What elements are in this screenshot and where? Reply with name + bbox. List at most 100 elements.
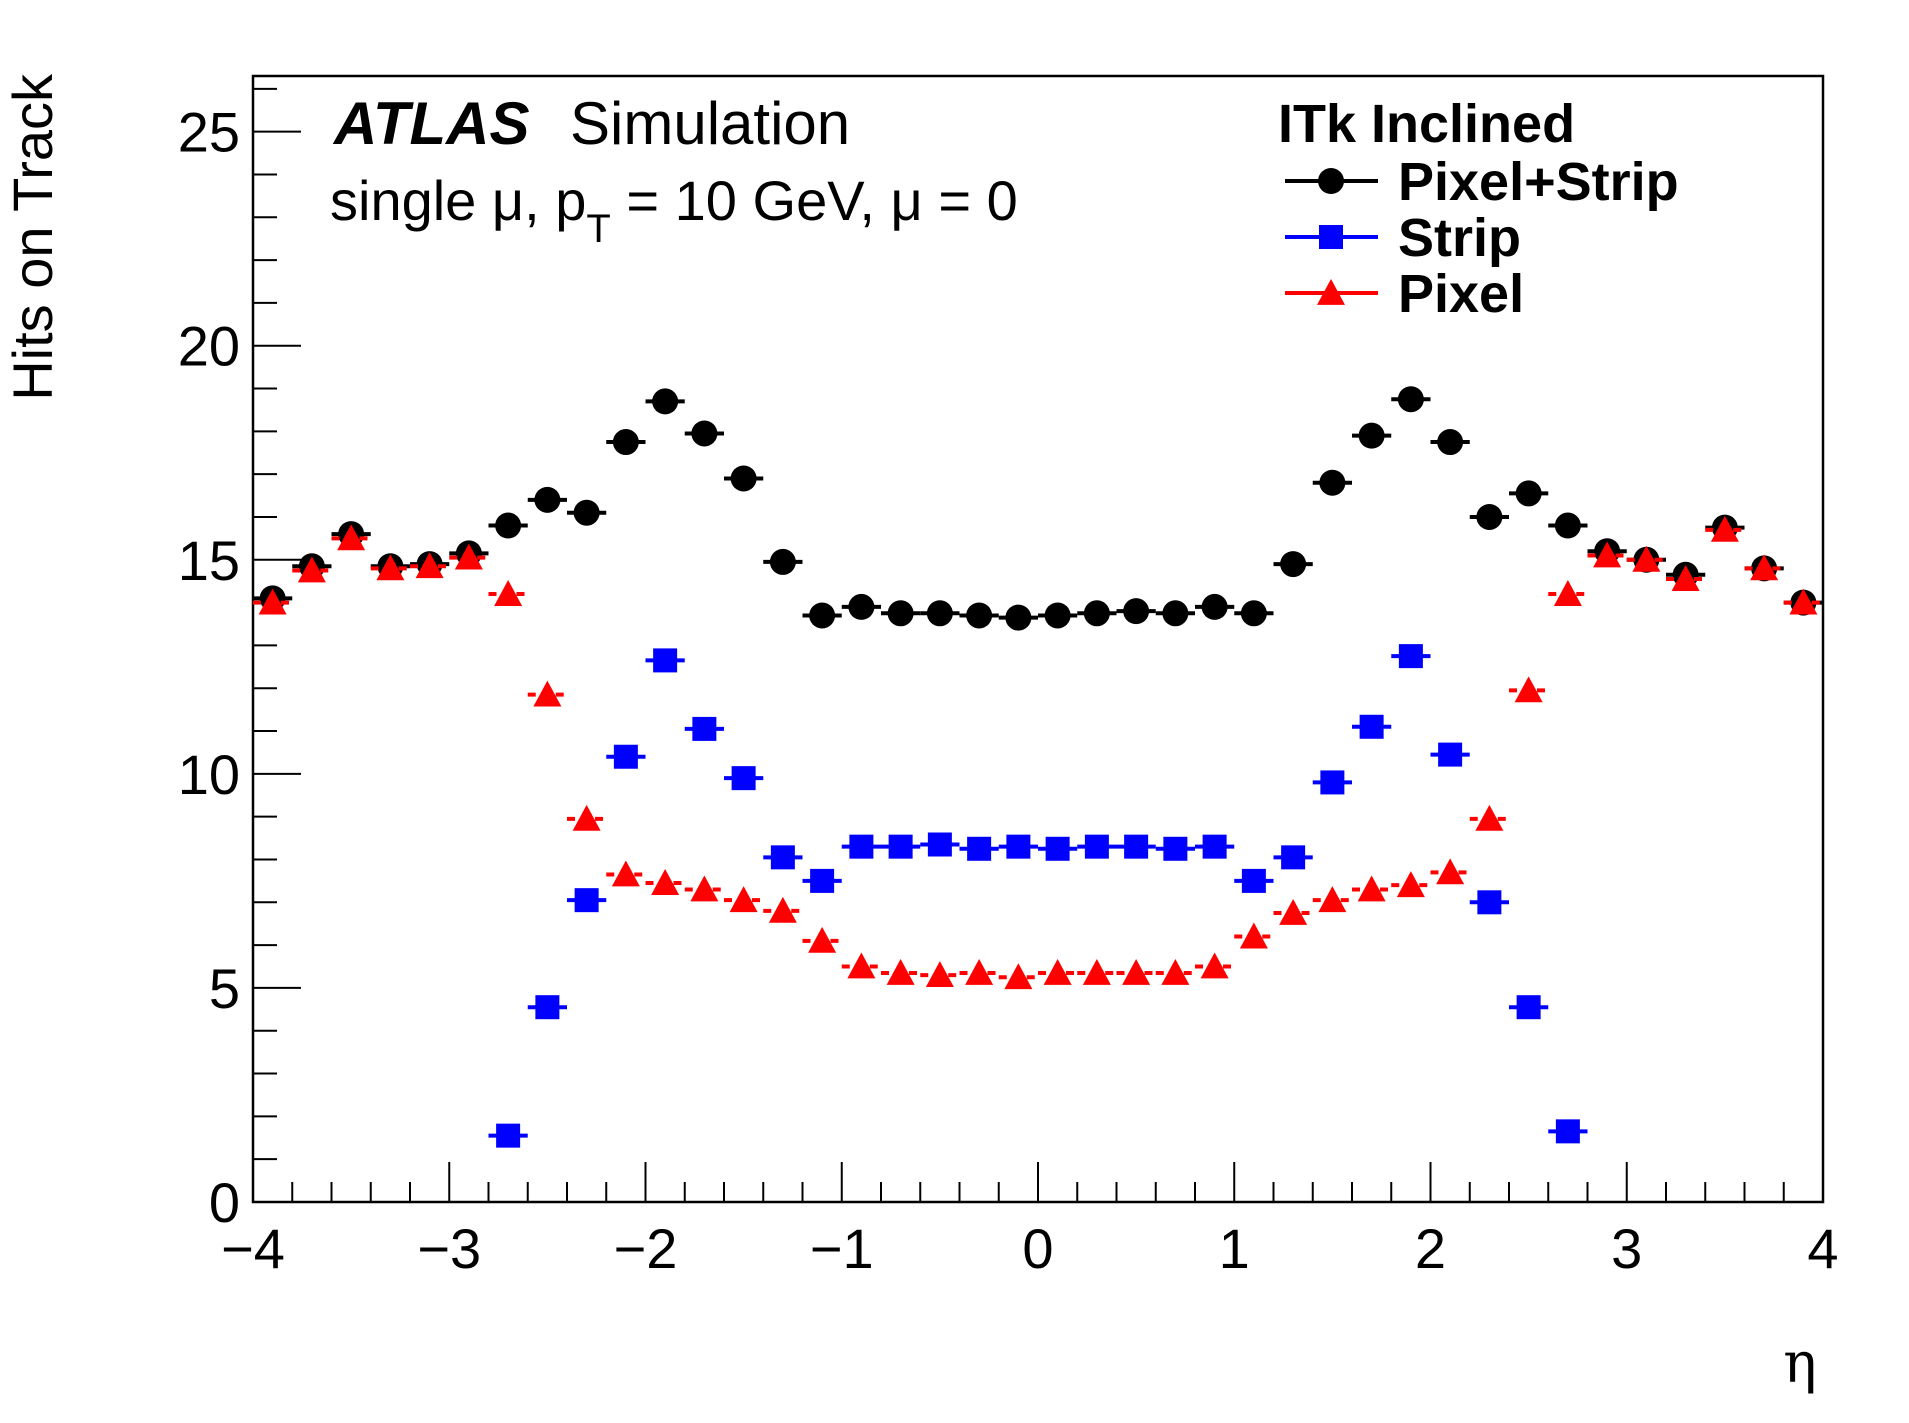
axis-tick-labels: −4 −3 −2 −1 0 1 2 3 4 0 5 10 15 20 25 [178, 101, 1839, 1280]
y-tick-label: 15 [178, 529, 240, 592]
condition-text: single μ, pT = 10 GeV, μ = 0 [330, 169, 1018, 251]
data-point [1084, 834, 1109, 859]
data-point [1200, 952, 1229, 979]
data-point [495, 512, 522, 539]
data-point [1632, 545, 1661, 572]
data-point [258, 588, 287, 615]
condition-suffix: = 10 GeV, μ = 0 [611, 169, 1018, 232]
data-point [1438, 742, 1463, 767]
data-point [1436, 858, 1465, 885]
data-point [1202, 834, 1227, 859]
legend-marker [1318, 168, 1344, 194]
y-tick-label: 0 [209, 1171, 240, 1234]
data-point [1122, 958, 1151, 985]
data-point [1359, 714, 1384, 739]
data-point [967, 836, 992, 861]
x-axis-title: η [1783, 1331, 1817, 1396]
data-point [1045, 836, 1070, 861]
data-series [253, 386, 1823, 1148]
data-point [1319, 469, 1346, 496]
data-point [415, 552, 444, 579]
data-point [808, 926, 837, 953]
data-point [653, 648, 678, 673]
data-point [1398, 644, 1423, 669]
condition-prefix: single μ, p [330, 169, 586, 232]
legend-item: Strip [1285, 208, 1521, 268]
data-point [572, 804, 601, 831]
data-point [1593, 541, 1622, 568]
data-point [612, 429, 639, 456]
data-point [729, 886, 758, 913]
data-point [1239, 922, 1268, 949]
data-point [730, 465, 757, 492]
x-tick-label: 4 [1807, 1217, 1838, 1280]
data-point [965, 958, 994, 985]
data-point [1006, 834, 1031, 859]
x-tick-label: −4 [221, 1217, 285, 1280]
data-point [533, 680, 562, 707]
legend-label: Pixel [1398, 264, 1524, 324]
data-point [1281, 845, 1306, 870]
legend-label: Pixel+Strip [1398, 152, 1679, 212]
data-point [1044, 602, 1071, 629]
data-point [1397, 386, 1424, 413]
data-point [611, 860, 640, 887]
legend-header: ITk Inclined [1278, 94, 1575, 154]
data-point [1241, 868, 1266, 893]
data-point [966, 602, 993, 629]
data-point [337, 524, 366, 551]
y-axis-title: Hits on Track [1, 73, 64, 401]
data-point [1358, 422, 1385, 449]
data-point [1201, 593, 1228, 620]
data-point [1555, 1119, 1580, 1144]
legend-marker [1319, 225, 1343, 249]
x-tick-label: −1 [810, 1217, 874, 1280]
data-point [690, 875, 719, 902]
data-point [1396, 871, 1425, 898]
atlas-brand: ATLAS [332, 90, 530, 157]
y-tick-label: 10 [178, 743, 240, 806]
data-point [1437, 429, 1464, 456]
data-point [692, 716, 717, 741]
data-point [925, 961, 954, 987]
data-point [535, 995, 560, 1020]
data-point [1124, 834, 1149, 859]
data-point [1123, 598, 1150, 625]
data-point [1710, 515, 1739, 542]
data-point [1357, 875, 1386, 902]
data-point [1318, 886, 1347, 913]
data-point [886, 958, 915, 985]
data-point [573, 499, 600, 526]
data-point [888, 834, 913, 859]
condition-subscript: T [586, 207, 610, 251]
data-point [1475, 804, 1504, 831]
data-point [809, 602, 836, 629]
data-point [496, 1123, 521, 1148]
data-point [1161, 958, 1190, 985]
x-tick-label: 1 [1219, 1217, 1250, 1280]
data-point [1554, 512, 1581, 539]
data-point [651, 869, 680, 895]
data-point [652, 388, 679, 415]
series-strip [488, 644, 1588, 1148]
data-point [1004, 963, 1033, 990]
data-point [613, 744, 638, 769]
data-point [1515, 480, 1542, 507]
x-tick-label: 2 [1415, 1217, 1446, 1280]
legend-item: Pixel [1285, 264, 1524, 324]
data-point [769, 548, 796, 575]
legend-label: Strip [1398, 208, 1521, 268]
y-tick-label: 20 [178, 315, 240, 378]
data-point [731, 766, 756, 791]
x-tick-label: 3 [1611, 1217, 1642, 1280]
simulation-label: Simulation [570, 90, 850, 157]
data-point [1476, 503, 1503, 530]
data-point [297, 556, 326, 583]
data-point [1789, 588, 1818, 615]
y-tick-label: 5 [209, 957, 240, 1020]
data-point [1516, 995, 1541, 1020]
